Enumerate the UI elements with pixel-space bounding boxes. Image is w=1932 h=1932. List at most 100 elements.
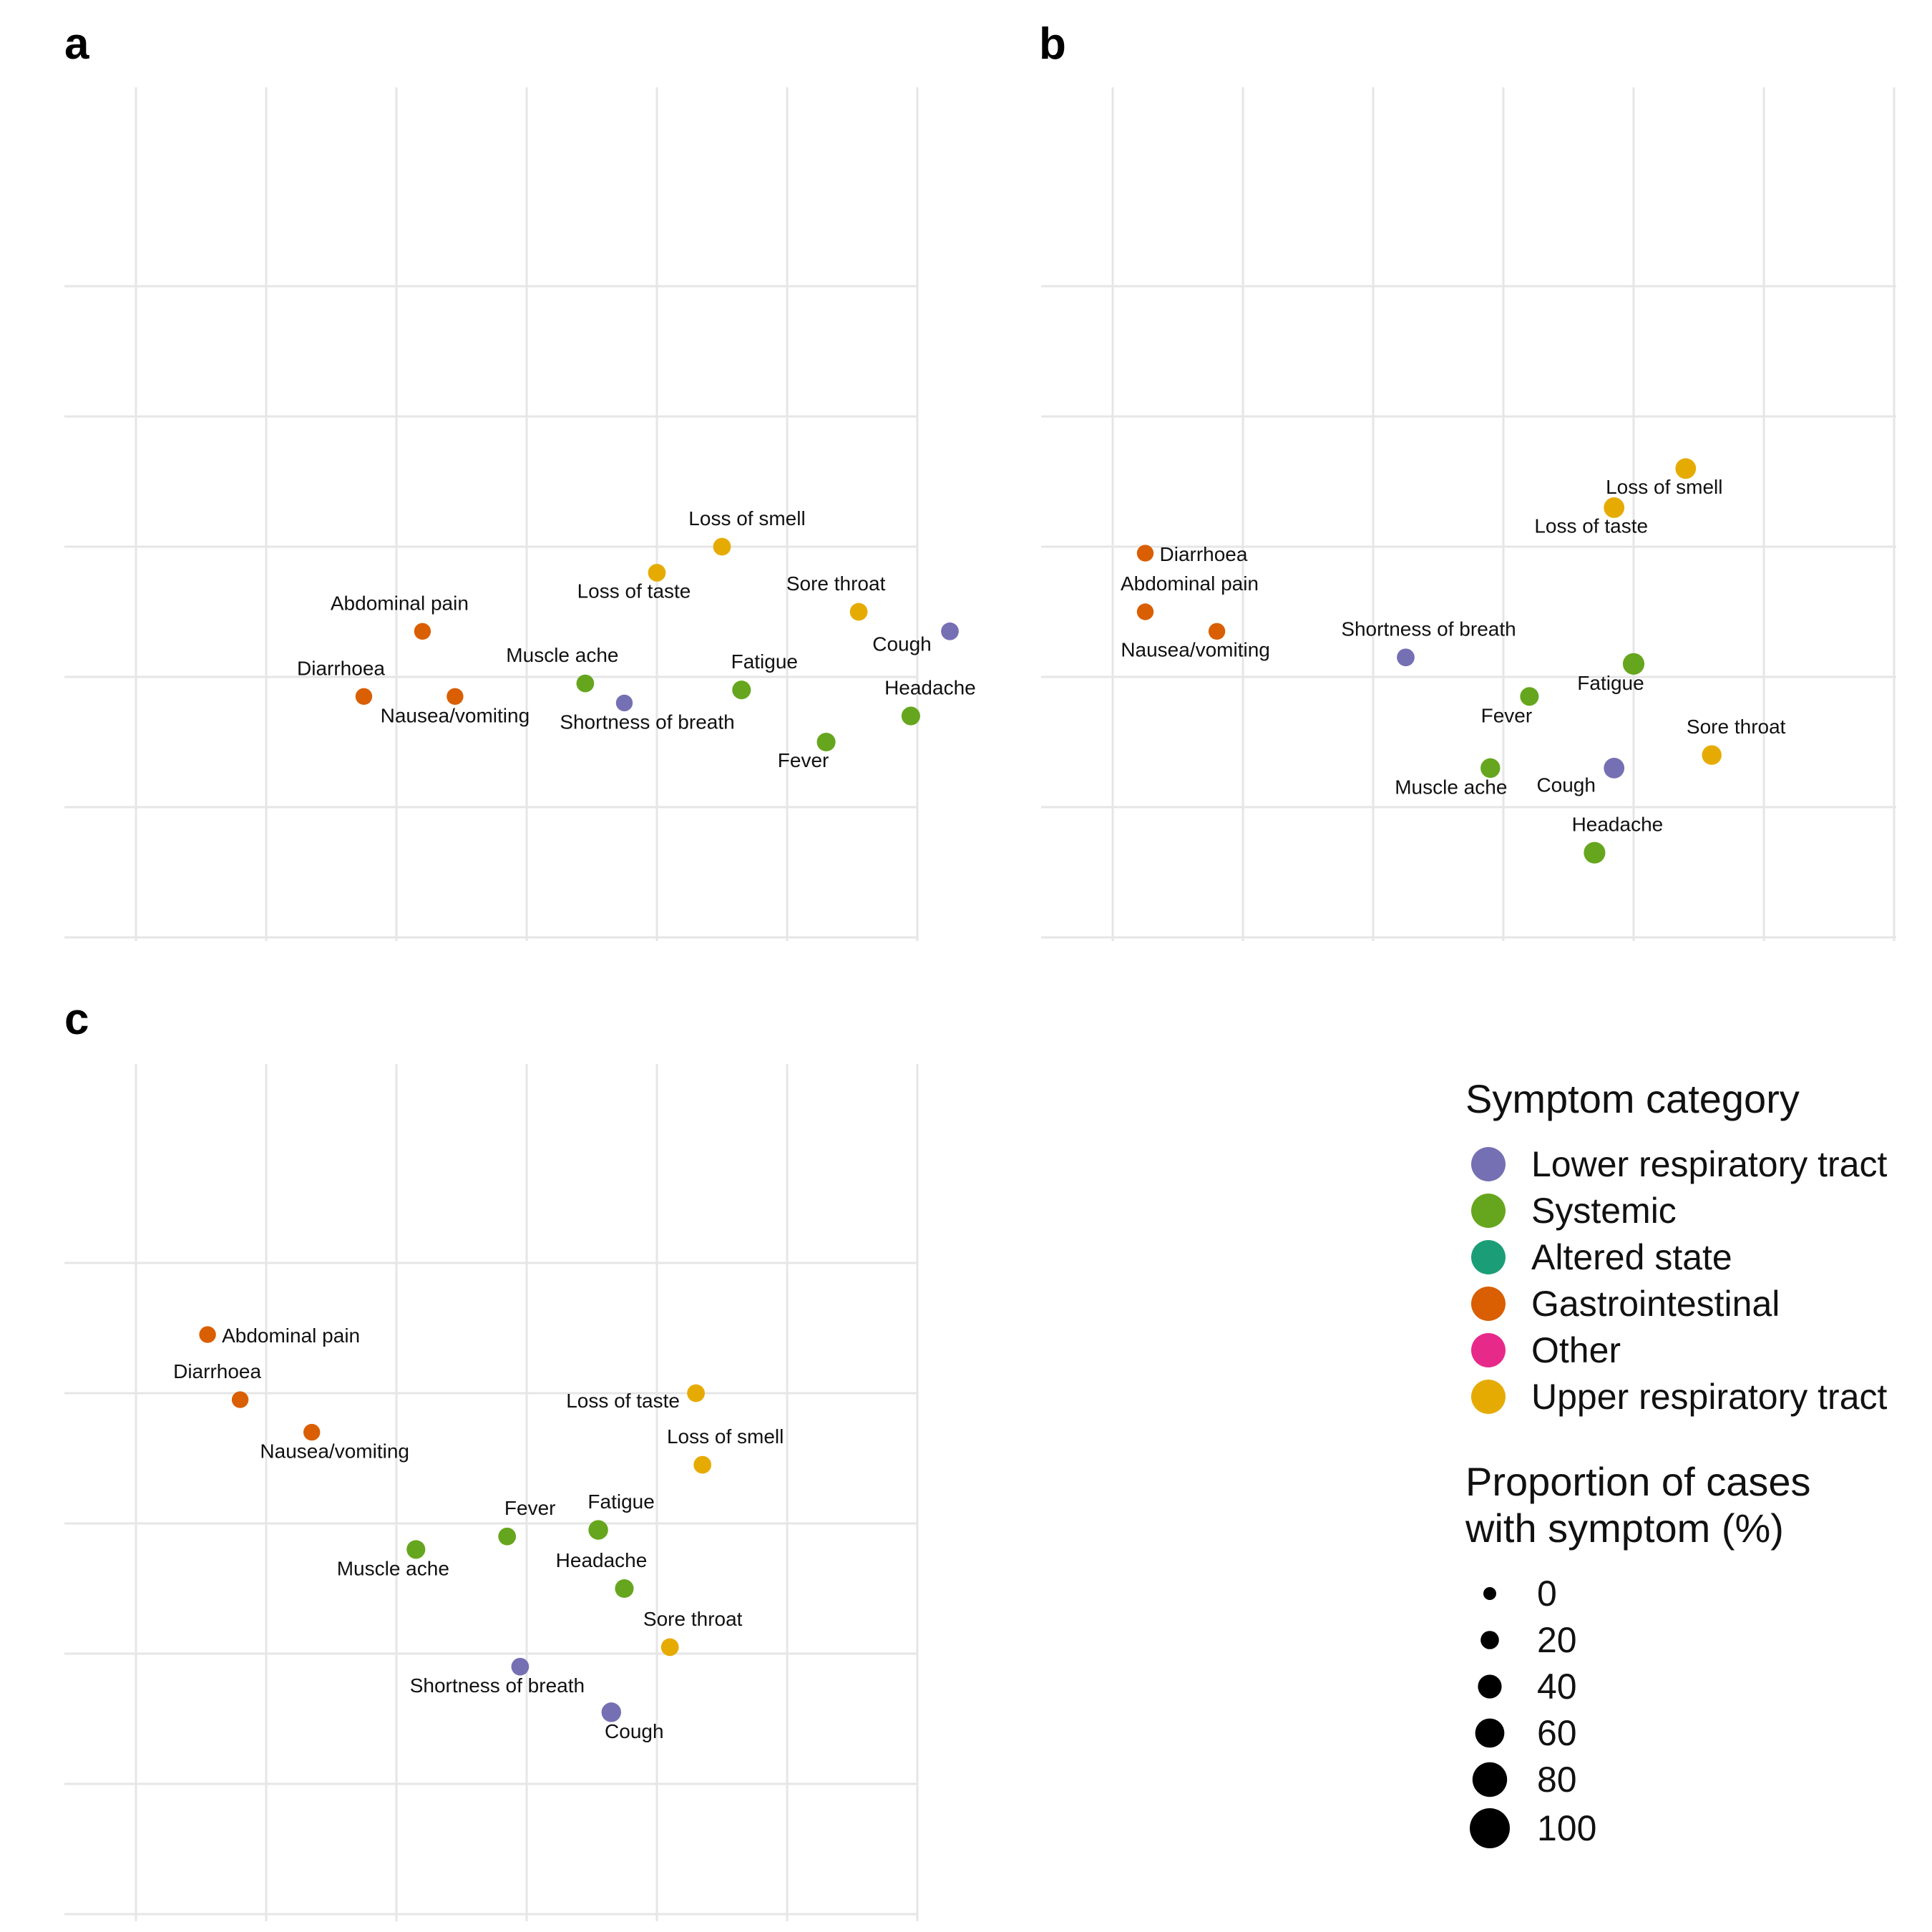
legend-key-altered-state [1471, 1240, 1506, 1274]
legend-key-gastrointestinal [1471, 1287, 1506, 1321]
legend-size-key [1480, 1631, 1499, 1649]
point-cough [601, 1702, 622, 1722]
point-loss-of-smell [693, 1455, 712, 1474]
label-abdominal-pain: Abdominal pain [331, 592, 469, 614]
label-headache: Headache [884, 677, 976, 699]
point-fever [498, 1527, 517, 1546]
legend-size-label: 40 [1537, 1667, 1577, 1707]
gridlines [64, 87, 919, 941]
point-shortness-of-breath [1397, 648, 1415, 667]
label-nausea-vomiting: Nausea/vomiting [381, 704, 530, 726]
point-loss-of-smell [1675, 458, 1697, 479]
gridlines [64, 1064, 919, 1921]
label-shortness-of-breath: Shortness of breath [560, 711, 734, 733]
point-fatigue [588, 1520, 608, 1540]
legend-label-lower-respiratory-tract: Lower respiratory tract [1531, 1144, 1887, 1184]
label-cough: Cough [872, 633, 932, 655]
label-fever: Fever [1481, 704, 1533, 726]
point-loss-of-taste [648, 564, 666, 582]
legend-key-other [1471, 1333, 1506, 1367]
legend-category-title: Symptom category [1465, 1076, 1800, 1121]
legend-size-label: 20 [1537, 1620, 1577, 1660]
label-loss-of-taste: Loss of taste [566, 1390, 680, 1412]
point-muscle-ache [1480, 758, 1501, 779]
label-shortness-of-breath: Shortness of breath [1341, 618, 1516, 640]
point-sore-throat [660, 1638, 679, 1657]
point-fever [1520, 687, 1539, 706]
panel-c: c Abdominal pain Diarrhoea Nausea/vomiting L… [64, 995, 919, 1921]
label-headache: Headache [556, 1549, 648, 1571]
legend-label-systemic: Systemic [1531, 1191, 1677, 1231]
panel-letter: a [64, 19, 89, 69]
label-loss-of-smell: Loss of smell [688, 507, 805, 530]
label-sore-throat: Sore throat [1687, 716, 1786, 738]
label-headache: Headache [1572, 814, 1664, 836]
point-diarrhoea [355, 688, 373, 705]
label-nausea-vomiting: Nausea/vomiting [1121, 638, 1270, 660]
legend-label-gastrointestinal: Gastrointestinal [1531, 1284, 1780, 1324]
point-diarrhoea [231, 1391, 249, 1408]
panel-b: b Loss of smell Loss of taste Diarrhoea Abdo… [1039, 19, 1896, 941]
label-loss-of-smell: Loss of smell [667, 1425, 784, 1448]
label-loss-of-smell: Loss of smell [1606, 476, 1722, 498]
data-points: Loss of smell Loss of taste Diarrhoea Abdom… [1121, 458, 1786, 864]
point-sore-throat [1702, 745, 1722, 765]
label-diarrhoea: Diarrhoea [173, 1360, 261, 1382]
point-nausea-vomiting [447, 688, 464, 705]
legend: Symptom category Lower respiratory tract S… [1465, 1076, 1887, 1848]
point-abdominal-pain [199, 1326, 216, 1343]
legend-key-systemic [1471, 1194, 1506, 1228]
label-fatigue: Fatigue [1577, 672, 1644, 694]
label-loss-of-taste: Loss of taste [577, 580, 691, 602]
legend-label-altered-state: Altered state [1531, 1237, 1732, 1277]
panel-letter: c [64, 995, 89, 1044]
legend-size-key [1475, 1718, 1505, 1748]
legend-label-upper-respiratory-tract: Upper respiratory tract [1531, 1377, 1887, 1417]
point-cough [941, 622, 959, 640]
legend-key-upper-respiratory-tract [1471, 1380, 1506, 1414]
legend-size-title-line1: Proportion of cases [1465, 1459, 1810, 1504]
panel-a: a Loss of smell Loss of taste Sore throat Co… [64, 19, 976, 941]
legend-size-key [1472, 1762, 1508, 1797]
label-fever: Fever [504, 1497, 556, 1519]
label-fatigue: Fatigue [587, 1491, 654, 1513]
legend-size-label: 100 [1537, 1808, 1596, 1848]
label-cough: Cough [605, 1720, 664, 1742]
label-diarrhoea: Diarrhoea [297, 657, 385, 679]
label-fatigue: Fatigue [731, 650, 798, 673]
point-nausea-vomiting [303, 1423, 321, 1441]
point-fatigue [1622, 653, 1645, 675]
legend-size-key [1478, 1674, 1502, 1699]
label-shortness-of-breath: Shortness of breath [410, 1674, 585, 1697]
legend-size-key [1483, 1587, 1496, 1600]
point-headache [1584, 841, 1606, 864]
point-muscle-ache [406, 1540, 426, 1559]
label-cough: Cough [1536, 774, 1596, 796]
label-nausea-vomiting: Nausea/vomiting [260, 1440, 409, 1463]
legend-size-label: 80 [1537, 1760, 1577, 1800]
legend-label-other: Other [1531, 1330, 1621, 1370]
point-muscle-ache [576, 674, 595, 693]
legend-size-key [1470, 1808, 1510, 1848]
label-abdominal-pain: Abdominal pain [1121, 572, 1259, 595]
gridlines [1041, 87, 1896, 941]
point-diarrhoea [1136, 545, 1154, 562]
point-loss-of-taste [687, 1384, 705, 1402]
data-points: Abdominal pain Diarrhoea Nausea/vomiting Lo… [173, 1324, 784, 1742]
label-loss-of-taste: Loss of taste [1534, 514, 1648, 537]
data-points: Loss of smell Loss of taste Sore throat Cou… [297, 507, 976, 771]
label-muscle-ache: Muscle ache [1395, 776, 1507, 798]
point-loss-of-smell [713, 537, 731, 556]
panels: a Loss of smell Loss of taste Sore throat Co… [64, 19, 1896, 1921]
label-diarrhoea: Diarrhoea [1160, 543, 1248, 565]
point-fatigue [732, 680, 751, 700]
point-headache [615, 1579, 634, 1599]
legend-size-label: 60 [1537, 1713, 1577, 1753]
point-cough [1604, 758, 1625, 779]
panel-letter: b [1039, 19, 1066, 69]
label-muscle-ache: Muscle ache [506, 644, 618, 666]
point-abdominal-pain [414, 623, 431, 640]
point-sore-throat [849, 602, 868, 621]
legend-key-lower-respiratory-tract [1471, 1147, 1506, 1181]
